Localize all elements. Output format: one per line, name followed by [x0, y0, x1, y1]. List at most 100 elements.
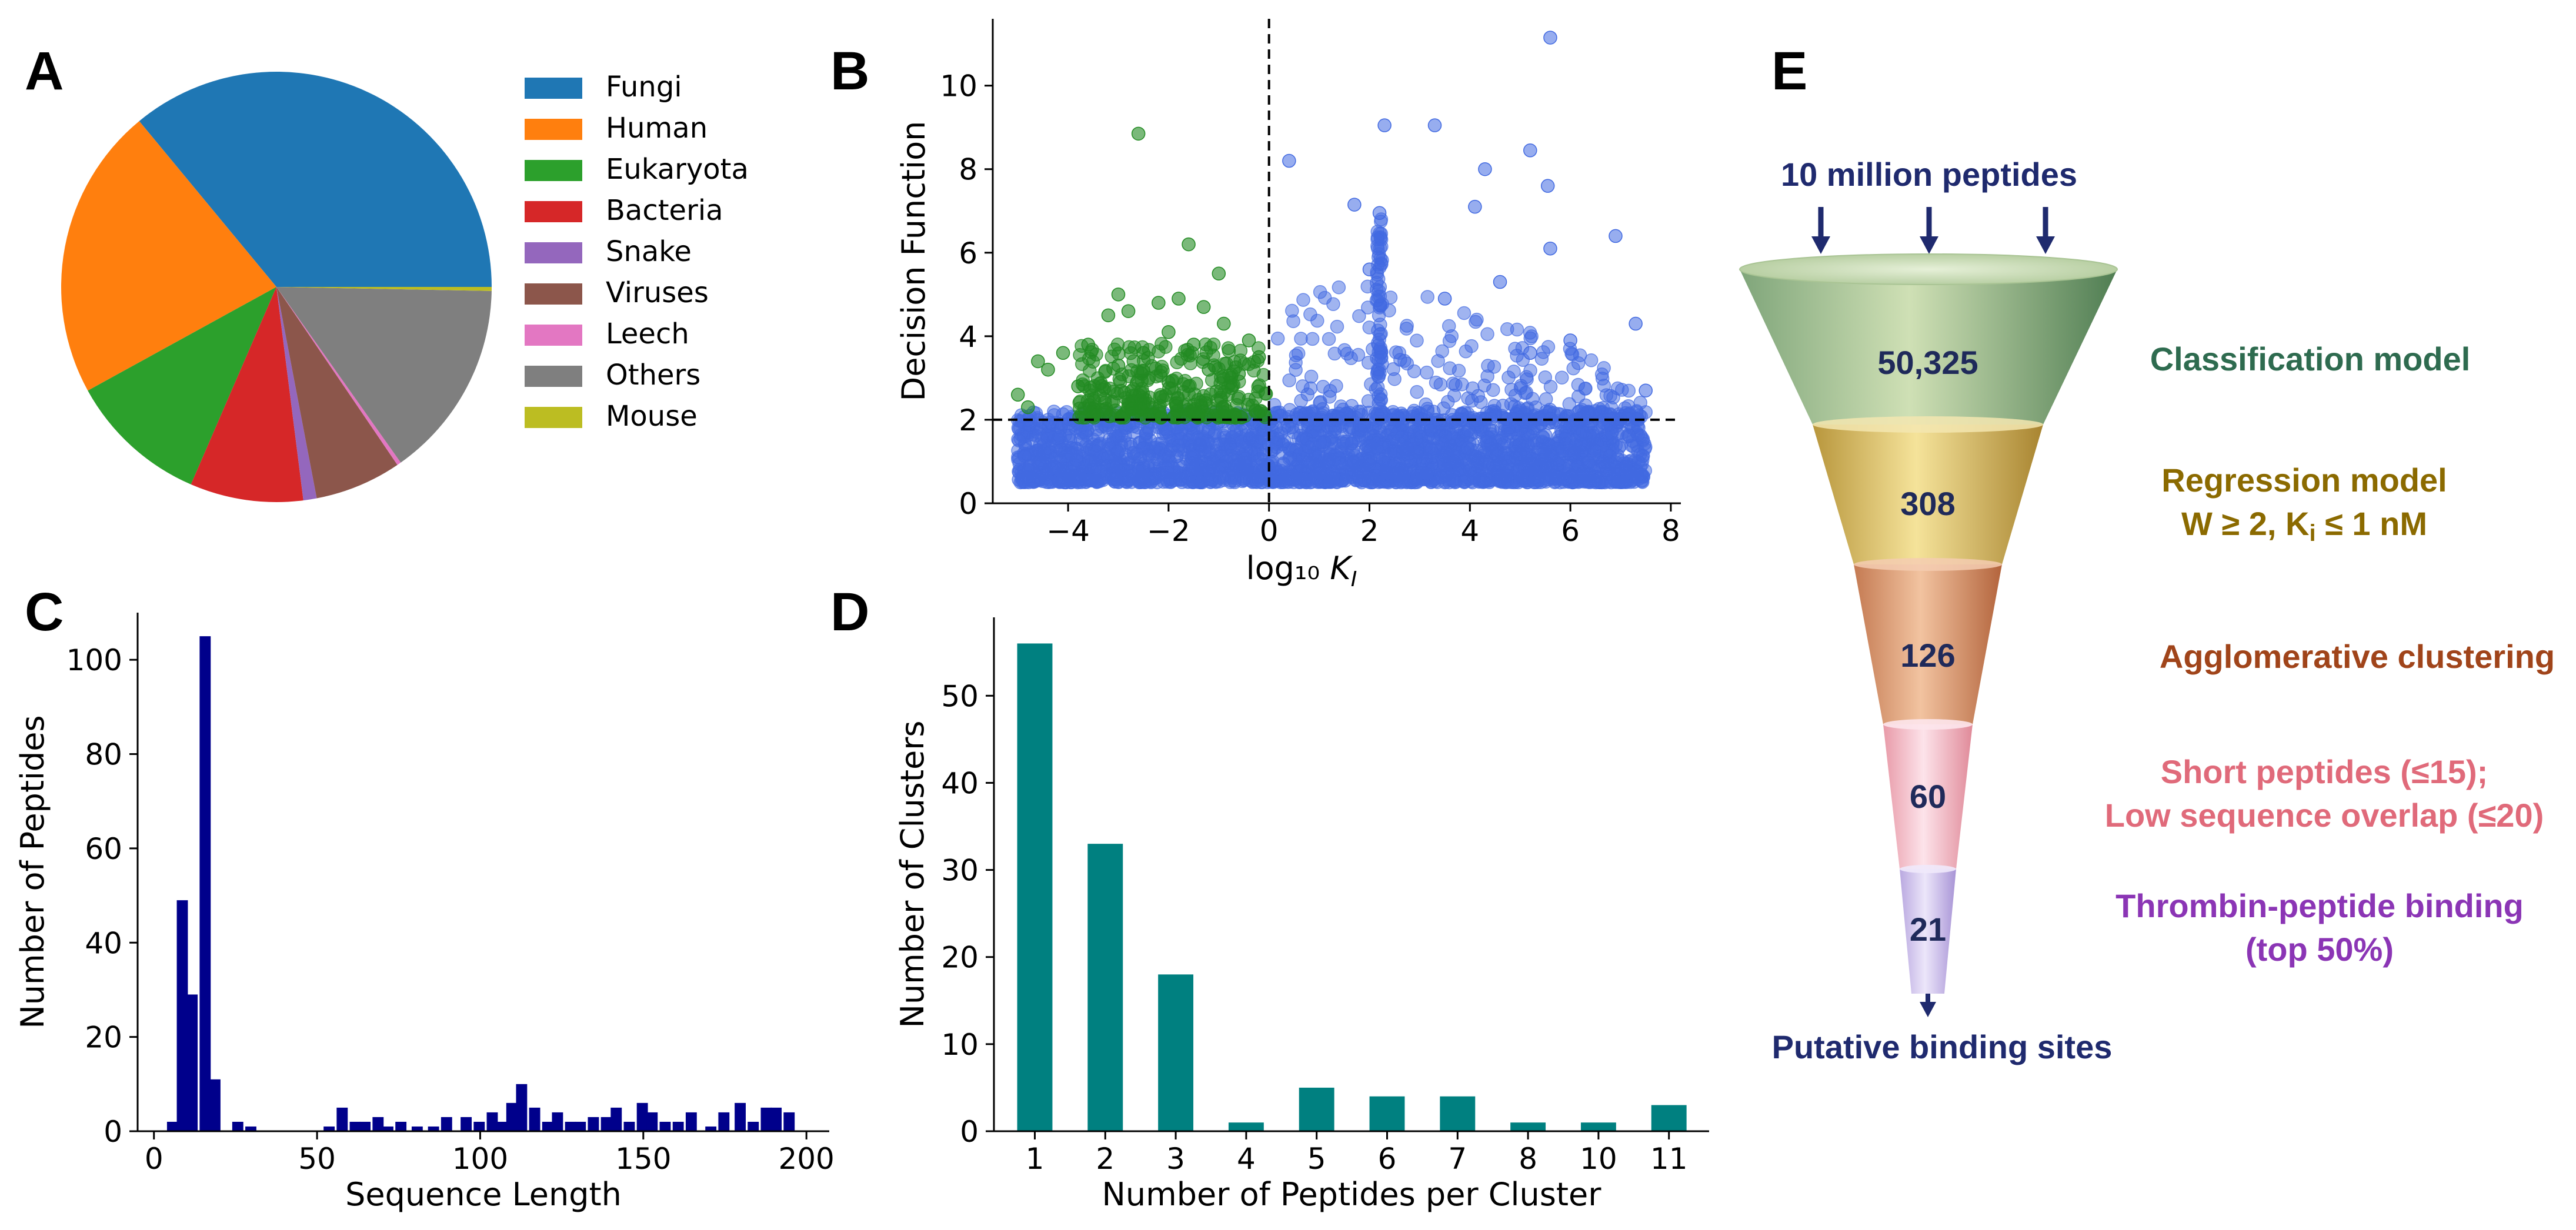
scatter-point: [1215, 460, 1230, 474]
scatter-point: [1372, 332, 1386, 347]
histogram-bar: [760, 1107, 772, 1131]
scatter-point-selected: [1182, 237, 1196, 252]
scatter-point: [1423, 443, 1438, 457]
y-tick-label: 4: [959, 320, 977, 354]
scatter-point: [1304, 369, 1319, 384]
histogram-bar: [245, 1126, 256, 1131]
histogram-bar: [575, 1121, 586, 1131]
scatter-point: [1603, 389, 1617, 403]
arrow-head-icon: [1920, 236, 1938, 254]
legend-label-eukaryota: Eukaryota: [606, 153, 749, 186]
scatter-point-selected: [1248, 403, 1263, 417]
scatter-point: [1464, 427, 1478, 442]
legend-swatch-bacteria: [525, 201, 582, 222]
scatter-point-selected: [1162, 325, 1176, 339]
scatter-point: [1352, 309, 1366, 323]
x-tick-label: 0: [145, 1142, 163, 1176]
scatter-point: [1082, 454, 1097, 468]
scatter-point-selected: [1073, 347, 1087, 362]
stage-4-label-line-1: Short peptides (≤15);: [2161, 753, 2488, 790]
histogram-bar: [166, 1121, 178, 1131]
scatter-point: [1519, 385, 1534, 400]
y-tick-label: 10: [941, 1028, 979, 1062]
scatter-point: [1269, 435, 1283, 450]
x-label-k: K: [1330, 550, 1353, 587]
histogram-bar: [685, 1112, 697, 1131]
scatter-point-selected: [1089, 347, 1103, 362]
scatter-point: [1375, 440, 1390, 454]
arrow-head-icon: [1920, 1002, 1936, 1017]
scatter-point: [1609, 229, 1623, 243]
scatter-point: [1564, 448, 1579, 462]
length-histogram: Number of Peptides Sequence Length 0 50 10…: [14, 613, 835, 1213]
histogram-bar: [411, 1126, 423, 1131]
x-tick-label: 200: [778, 1142, 834, 1176]
scatter-point: [1468, 199, 1482, 214]
scatter-point: [1313, 285, 1327, 299]
scatter-point: [1286, 314, 1300, 329]
scatter-point: [1602, 467, 1616, 482]
scatter-point: [1270, 332, 1285, 346]
panel-letter-e: E: [1771, 41, 1807, 101]
scatter-point: [1515, 469, 1529, 483]
scatter-point: [1442, 334, 1457, 348]
legend-swatch-others: [525, 366, 582, 387]
legend-label-mouse: Mouse: [606, 400, 698, 433]
histogram-bar: [718, 1112, 730, 1131]
scatter-point: [1513, 447, 1527, 461]
scatter-point-selected: [1209, 404, 1223, 419]
scatter-point: [1478, 162, 1492, 176]
scatter-point: [1470, 459, 1484, 473]
y-tick-label: 20: [941, 941, 979, 975]
scatter-point: [1344, 436, 1359, 450]
x-tick-label: 11: [1650, 1142, 1688, 1176]
scatter-point: [1431, 354, 1445, 368]
scatter-point: [1374, 393, 1389, 407]
bar-10: [1580, 1122, 1616, 1131]
x-tick-label: 6: [1378, 1142, 1397, 1176]
bar-7: [1440, 1096, 1476, 1131]
scatter-point: [1313, 466, 1327, 481]
y-tick-label: 6: [959, 236, 977, 270]
histogram-bar: [461, 1117, 472, 1131]
pie-chart: [61, 71, 492, 502]
scatter-point: [1290, 471, 1305, 485]
scatter-point: [1369, 293, 1384, 308]
scatter-point-selected: [1097, 403, 1112, 417]
panel-letter-b: B: [830, 41, 869, 101]
scatter-point: [1372, 308, 1386, 323]
scatter-point: [1311, 450, 1326, 464]
x-tick-label: 50: [298, 1142, 336, 1176]
x-tick-label: 2: [1360, 514, 1379, 548]
scatter-point: [1126, 446, 1141, 460]
scatter-point: [1639, 383, 1653, 397]
scatter-point: [1480, 327, 1494, 342]
scatter-point: [1524, 329, 1539, 343]
scatter-point: [1033, 437, 1047, 452]
histogram-bar: [359, 1121, 371, 1131]
histogram-bar: [748, 1121, 759, 1131]
scatter-point: [1419, 466, 1433, 480]
scatter-point-selected: [1122, 394, 1136, 409]
scatter-point: [1322, 390, 1337, 404]
bar-4: [1228, 1122, 1264, 1131]
scatter-point: [1016, 429, 1030, 444]
scatter-point: [1622, 429, 1637, 443]
scatter-green-cluster: [1010, 126, 1273, 425]
bar-8: [1510, 1122, 1546, 1131]
scatter-point: [1202, 425, 1216, 439]
histogram-bar: [783, 1112, 795, 1131]
scatter-point: [1419, 397, 1433, 412]
scatter-point: [1093, 464, 1108, 479]
scatter-point: [1390, 426, 1404, 441]
scatter-point: [1563, 333, 1577, 347]
scatter-point-selected: [1252, 378, 1267, 393]
scatter-point: [1282, 153, 1296, 168]
legend-swatch-human: [525, 119, 582, 140]
scatter-point: [1491, 448, 1505, 463]
x-tick-label: 1: [1026, 1142, 1045, 1176]
funnel-output-label: Putative binding sites: [1772, 1028, 2113, 1065]
stage-3-count: 126: [1900, 637, 1955, 674]
y-tick-label: 30: [941, 854, 979, 888]
histogram-bar: [672, 1121, 684, 1131]
